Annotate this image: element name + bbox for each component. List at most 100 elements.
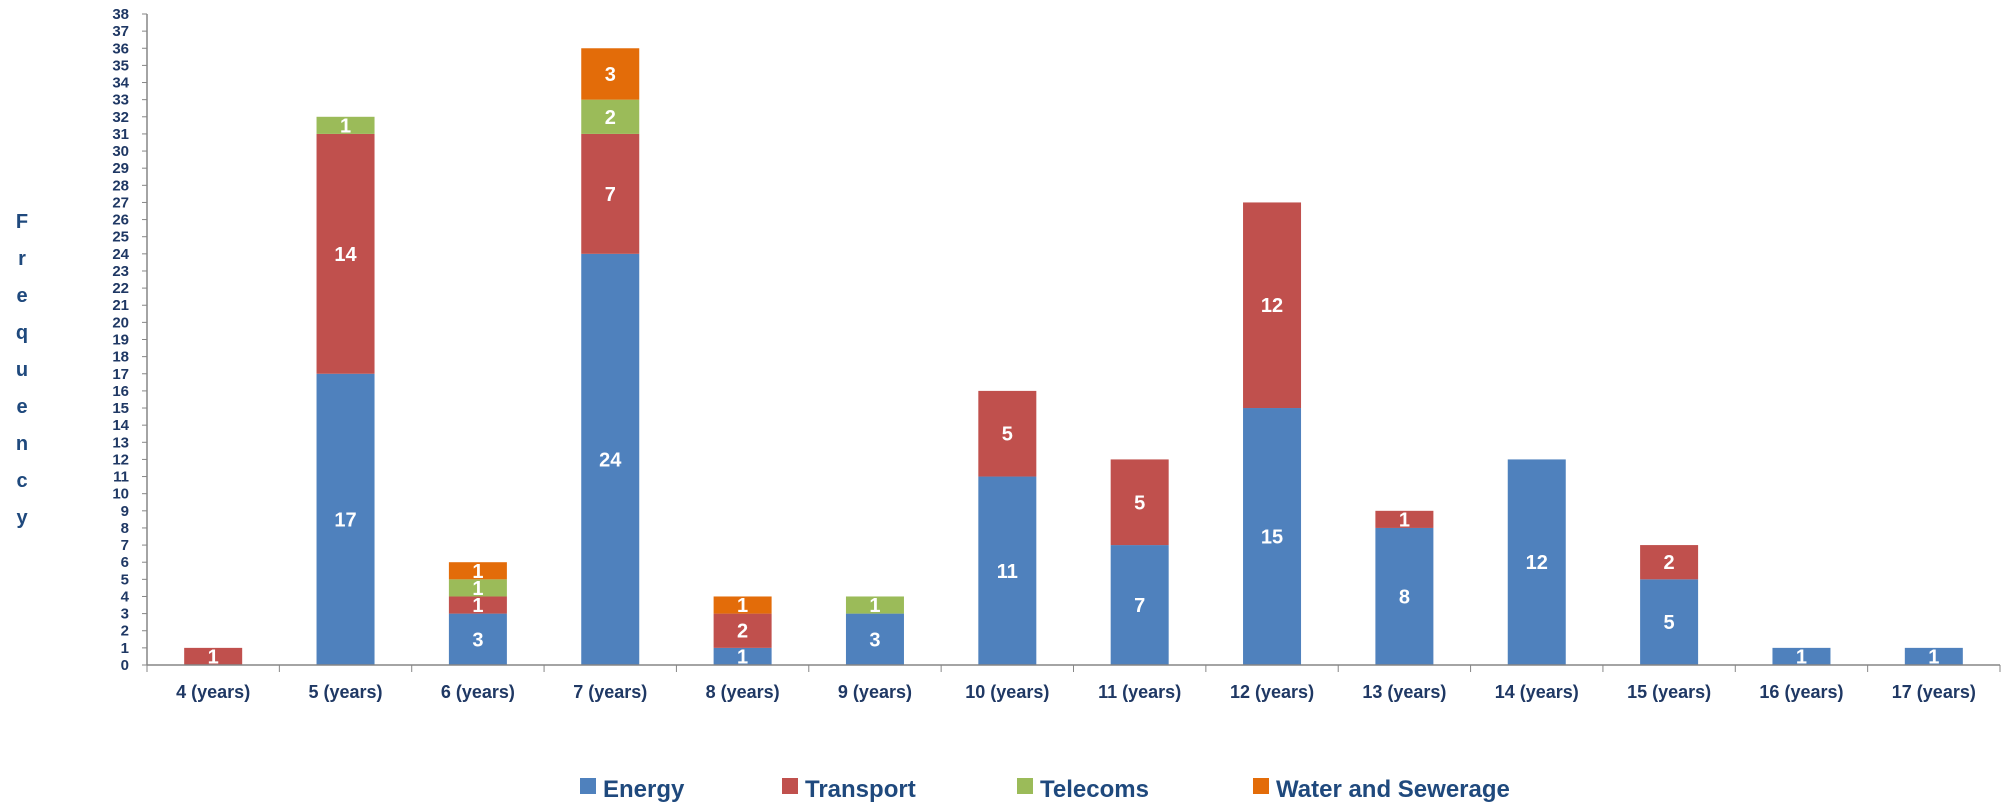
bar-segment	[581, 48, 640, 100]
x-tick-label: 4 (years)	[176, 682, 250, 702]
bar-segment	[184, 647, 243, 665]
bar-segment	[978, 476, 1037, 665]
y-axis-label-letter: c	[16, 470, 27, 492]
bar-segment	[1772, 647, 1831, 665]
data-label: 24	[599, 449, 622, 471]
y-tick-label: 10	[112, 486, 129, 503]
bar-segment	[1243, 202, 1302, 409]
y-axis-ticks: 0123456789101112131415161718192021222324…	[112, 6, 147, 674]
y-tick-label: 37	[112, 23, 129, 40]
axes	[146, 14, 2000, 666]
data-label: 1	[340, 115, 351, 137]
data-label: 3	[869, 629, 880, 651]
data-label: 2	[605, 107, 616, 129]
data-label: 5	[1134, 492, 1145, 514]
y-tick-label: 21	[112, 297, 129, 314]
bar-segment	[581, 253, 640, 665]
bar-segment	[448, 579, 507, 597]
x-tick-label: 10 (years)	[965, 682, 1049, 702]
x-tick-label: 8 (years)	[706, 682, 780, 702]
y-tick-label: 34	[112, 75, 129, 92]
legend-label: Energy	[603, 776, 685, 803]
y-tick-label: 33	[112, 92, 129, 109]
y-tick-label: 38	[112, 6, 129, 23]
data-label: 11	[997, 561, 1018, 583]
x-tick-label: 16 (years)	[1759, 682, 1843, 702]
y-tick-label: 3	[121, 606, 129, 623]
data-label: 3	[605, 64, 616, 86]
bar-segment	[316, 133, 375, 374]
bar-segment	[978, 390, 1037, 477]
bar-segment	[713, 613, 772, 648]
data-label: 3	[472, 629, 483, 651]
bar-segment	[448, 596, 507, 614]
y-tick-label: 18	[112, 349, 129, 366]
y-tick-label: 12	[112, 451, 129, 468]
data-label: 1	[208, 646, 219, 668]
legend-swatch	[1017, 778, 1033, 794]
bar-segment	[845, 596, 904, 614]
y-tick-label: 30	[112, 143, 129, 160]
bar-segment	[1110, 459, 1169, 546]
data-label: 14	[334, 244, 357, 266]
bar-segment	[316, 373, 375, 665]
y-tick-label: 22	[112, 280, 129, 297]
bar-segment	[316, 116, 375, 134]
data-label: 8	[1399, 586, 1410, 608]
legend-label: Telecoms	[1040, 776, 1149, 803]
data-label: 1	[1399, 509, 1410, 531]
y-tick-label: 1	[121, 640, 129, 657]
x-tick-label: 5 (years)	[309, 682, 383, 702]
y-tick-label: 23	[112, 263, 129, 280]
x-tick-label: 12 (years)	[1230, 682, 1314, 702]
y-tick-label: 4	[121, 588, 130, 605]
bar-segment	[845, 613, 904, 665]
y-tick-label: 0	[121, 657, 129, 674]
bar-segment	[1375, 527, 1434, 665]
y-tick-label: 19	[112, 332, 129, 349]
data-label: 1	[472, 561, 483, 583]
data-label: 1	[737, 595, 748, 617]
data-label: 5	[1664, 612, 1675, 634]
y-tick-label: 8	[121, 520, 129, 537]
y-tick-label: 16	[112, 383, 129, 400]
y-tick-label: 27	[112, 194, 129, 211]
y-tick-label: 2	[121, 623, 129, 640]
bar-segment	[713, 647, 772, 665]
legend: Energy Transport Telecoms Water and Sewerag…	[580, 776, 1510, 803]
y-tick-label: 36	[112, 40, 129, 57]
y-tick-label: 5	[121, 571, 129, 588]
data-label: 1	[472, 578, 483, 600]
bar-segment	[581, 133, 640, 254]
y-axis-label-letter: r	[18, 248, 26, 270]
y-axis-label-letter: u	[16, 359, 28, 381]
bar-segment	[1507, 459, 1566, 665]
y-axis-label-letter: n	[16, 433, 28, 455]
y-tick-label: 28	[112, 177, 129, 194]
bar-segment	[1375, 510, 1434, 528]
y-tick-label: 11	[113, 469, 129, 486]
y-tick-label: 20	[112, 314, 129, 331]
y-tick-label: 35	[112, 57, 129, 74]
data-label: 2	[1664, 552, 1675, 574]
data-label: 17	[334, 509, 356, 531]
y-tick-label: 7	[121, 537, 129, 554]
y-tick-label: 13	[112, 434, 129, 451]
bar-segment	[1110, 545, 1169, 665]
data-label: 1	[1928, 646, 1939, 668]
y-axis-label-letter: F	[16, 211, 28, 233]
legend-swatch	[782, 778, 798, 794]
x-tick-label: 15 (years)	[1627, 682, 1711, 702]
y-tick-label: 32	[112, 109, 129, 126]
bar-segment	[448, 562, 507, 580]
bar-segment	[1640, 579, 1699, 665]
data-label: 1	[1796, 646, 1807, 668]
x-tick-label: 17 (years)	[1892, 682, 1976, 702]
data-label: 5	[1002, 424, 1013, 446]
x-tick-label: 9 (years)	[838, 682, 912, 702]
y-tick-label: 26	[112, 212, 129, 229]
x-tick-label: 13 (years)	[1362, 682, 1446, 702]
bar-segment	[448, 613, 507, 665]
